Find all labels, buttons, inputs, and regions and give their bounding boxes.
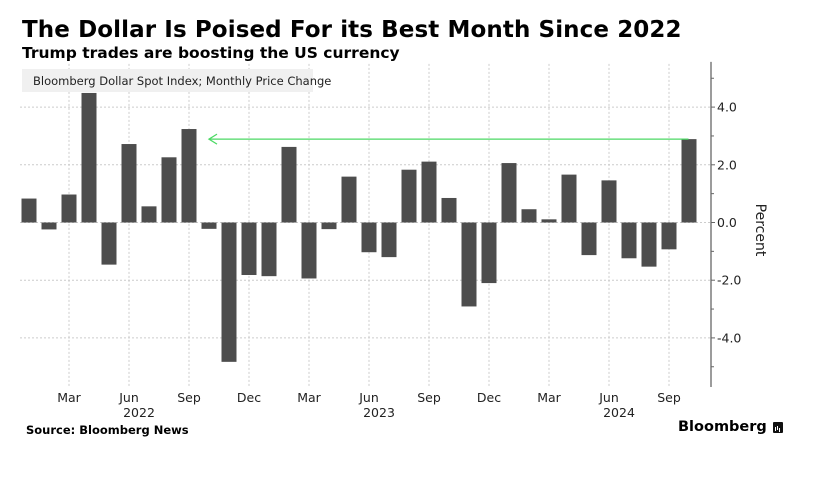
bar [101,222,117,265]
bar [21,198,37,223]
bar [201,222,217,229]
y-tick-label: 4.0 [717,100,737,115]
bar [321,222,337,230]
bar [541,219,557,223]
x-year-label: 2024 [603,405,635,420]
x-tick-label: Sep [417,390,441,405]
bar [181,129,197,223]
bar [601,180,617,223]
bar [521,209,537,223]
x-tick-label: Dec [477,390,501,405]
bar [481,222,497,284]
annotations [207,133,689,145]
x-tick-label: Jun [358,390,379,405]
y-axis: 4.0 2.0 0.0 -2.0 -4.0 [710,61,741,387]
bar [361,222,377,253]
x-tick-label: Dec [237,390,261,405]
chart-title: The Dollar Is Poised For its Best Month … [22,17,682,43]
x-tick-label: Sep [657,390,681,405]
bar [661,222,677,250]
legend-label: Bloomberg Dollar Spot Index; Monthly Pri… [33,73,332,88]
bar [501,163,517,223]
bloomberg-chart-icon [772,421,783,433]
bar [61,194,77,223]
x-tick-label: Sep [177,390,201,405]
bar [621,222,637,259]
x-tick-label: Mar [57,390,81,405]
bar [381,222,397,258]
chart-subtitle: Trump trades are boosting the US currenc… [22,44,400,62]
x-year-label: 2023 [363,405,395,420]
bar [41,222,57,230]
brand-logo: Bloomberg [678,419,783,435]
brand-name: Bloomberg [678,419,767,435]
bar [681,139,697,223]
bar [221,222,237,362]
y-tick-label: -2.0 [717,273,741,288]
bar [341,176,357,223]
bar [241,222,257,276]
y-tick-label: 0.0 [717,215,737,230]
x-tick-label: Mar [297,390,321,405]
x-tick-label: Mar [537,390,561,405]
bar [581,222,597,256]
bar [281,146,297,223]
x-tick-label: Jun [118,390,139,405]
bar [641,222,657,267]
bar [421,161,437,223]
bar [301,222,317,279]
arrow-head-icon [207,133,218,145]
y-tick-label: -4.0 [717,330,741,345]
bars [21,92,697,362]
x-year-label: 2022 [123,405,155,420]
source-note: Source: Bloomberg News [26,423,189,437]
y-axis-label: Percent [752,204,768,257]
bar [561,174,577,223]
legend: Bloomberg Dollar Spot Index; Monthly Pri… [22,69,331,92]
bar [121,144,137,223]
bar [161,157,177,223]
bar [141,206,157,223]
x-tick-label: Jun [598,390,619,405]
bar [261,222,277,277]
bar [441,197,457,223]
bar [81,92,97,223]
bar [401,169,417,223]
y-tick-label: 2.0 [717,157,737,172]
bar [461,222,477,307]
